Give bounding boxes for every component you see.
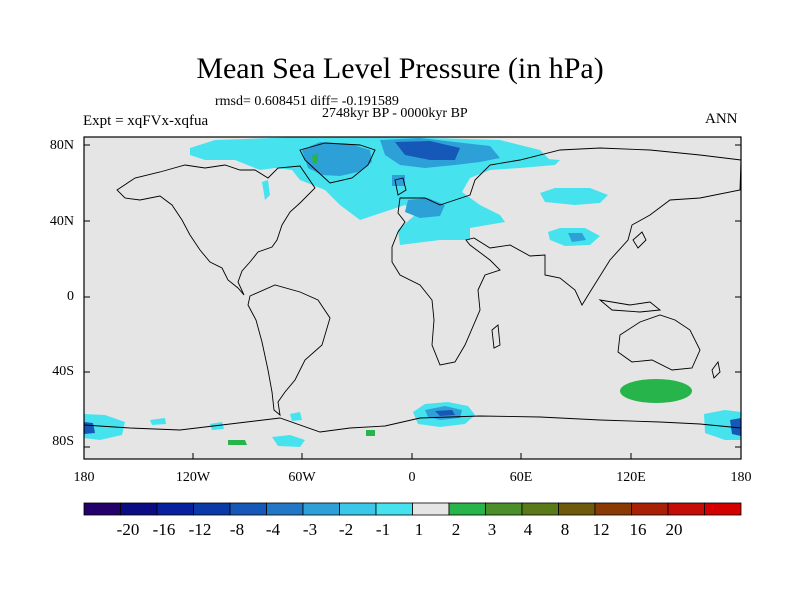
colorbar-label: 3 (487, 520, 497, 539)
north-america-coast (116, 164, 316, 296)
colorbar-swatch (704, 502, 742, 516)
colorbar-swatch (631, 502, 669, 516)
antarctic-anomaly-d (290, 412, 302, 421)
indonesia-coast (598, 299, 662, 313)
colorbar-label: -1 (375, 520, 391, 539)
map-title: Mean Sea Level Pressure (in hPa) (196, 52, 604, 85)
lon-label-180e: 180 (730, 470, 752, 485)
lon-label-180w: 180 (73, 470, 95, 485)
colorbar-swatch (83, 502, 121, 516)
lat-label-80s: 80S (52, 434, 74, 449)
antarctic-anomaly-c (150, 418, 166, 425)
south-indian-positive-anomaly (620, 379, 692, 403)
arctic-positive-anomaly (312, 154, 318, 164)
new-zealand-coast (711, 360, 721, 379)
antarctica-coast (84, 415, 741, 433)
colorbar-label: 4 (523, 520, 533, 539)
greenland-coast (299, 142, 376, 184)
west-siberia-anomaly (540, 188, 608, 205)
alaska-anomaly (262, 180, 270, 200)
stats-text: rmsd= 0.608451 diff= -0.191589 (215, 94, 399, 109)
experiment-label: Expt = xqFVx-xqfua (83, 113, 209, 129)
north-atlantic-anomaly (190, 137, 555, 245)
colorbar-swatch (485, 502, 523, 516)
axis-ticks (83, 144, 742, 459)
british-isles-coast (394, 177, 407, 196)
anomaly-fields (84, 137, 741, 447)
japan-coast (632, 231, 647, 249)
colorbar-swatch (229, 502, 267, 516)
lon-label-0: 0 (408, 470, 416, 485)
colorbar-swatch (448, 502, 486, 516)
colorbar-swatch (156, 502, 194, 516)
colorbar-label: -2 (338, 520, 354, 539)
colorbar-label: -12 (188, 520, 212, 539)
ross-anomaly (704, 410, 741, 440)
madagascar-coast (491, 324, 501, 349)
colorbar-swatch (667, 502, 705, 516)
colorbar-swatch (558, 502, 596, 516)
colorbar-swatch (339, 502, 377, 516)
south-pacific-anomaly (84, 414, 125, 440)
period-text: 2748kyr BP - 0000kyr BP (322, 106, 468, 121)
lat-label-40s: 40S (52, 364, 74, 379)
ross-core (730, 418, 741, 436)
lat-label-80n: 80N (49, 138, 74, 153)
europe-anomaly-small (392, 175, 405, 186)
colorbar-swatch (120, 502, 158, 516)
eurasia-africa-coast (391, 147, 741, 366)
colorbar-label: 20 (665, 520, 683, 539)
antarctic-positive-spot (366, 430, 375, 436)
lat-label-40n: 40N (49, 214, 74, 229)
lon-label-120e: 120E (616, 470, 646, 485)
colorbar-label: 12 (592, 520, 610, 539)
colorbar-label: -20 (116, 520, 140, 539)
antarctic-positive-anomaly (228, 440, 247, 445)
antarctic-anomaly-a (272, 435, 305, 447)
colorbar (83, 502, 742, 516)
arctic-core-anomaly (395, 141, 460, 160)
lon-label-60w: 60W (288, 470, 316, 485)
colorbar-swatch (302, 502, 340, 516)
coastlines (84, 142, 741, 433)
colorbar-swatch (193, 502, 231, 516)
greenland-anomaly (302, 142, 372, 176)
lat-label-0: 0 (67, 289, 74, 304)
colorbar-swatch (412, 502, 450, 516)
south-america-coast (247, 284, 331, 417)
colorbar-swatch (594, 502, 632, 516)
colorbar-swatch (375, 502, 413, 516)
season-label: ANN (705, 111, 738, 127)
colorbar-label: 1 (414, 520, 424, 539)
colorbar-swatch (266, 502, 304, 516)
weddell-inner (435, 410, 455, 416)
east-asia-anomaly-core (568, 233, 586, 242)
lon-label-60e: 60E (509, 470, 533, 485)
colorbar-label: -4 (265, 520, 281, 539)
colorbar-label: -8 (229, 520, 245, 539)
colorbar-label: 16 (629, 520, 647, 539)
australia-coast (617, 314, 701, 371)
colorbar-label: -16 (152, 520, 176, 539)
colorbar-swatch (521, 502, 559, 516)
colorbar-label: -3 (302, 520, 318, 539)
lon-label-120w: 120W (175, 470, 211, 485)
colorbar-label: 8 (560, 520, 570, 539)
colorbar-label: 2 (451, 520, 461, 539)
